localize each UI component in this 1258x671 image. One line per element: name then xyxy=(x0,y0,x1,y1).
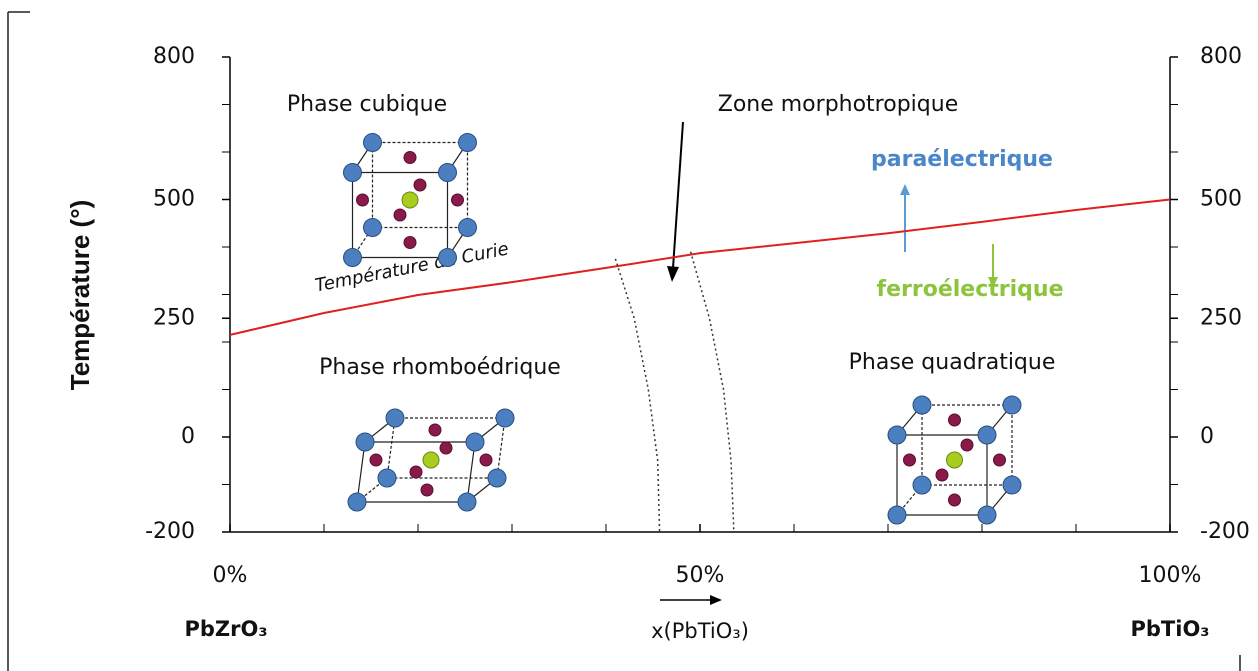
corner-atom xyxy=(488,469,506,487)
y2-tick-label: 250 xyxy=(1200,305,1242,330)
y2-tick-label: 500 xyxy=(1200,187,1242,212)
corner-atom xyxy=(1003,476,1021,494)
annotation: ferroélectrique xyxy=(877,277,1064,302)
y-tick-label: 800 xyxy=(153,44,195,69)
y2-tick-label: 0 xyxy=(1200,424,1214,449)
oxygen-atom xyxy=(357,194,369,206)
oxygen-atom xyxy=(414,179,426,191)
corner-atom xyxy=(344,164,362,182)
x-right-label: PbTiO₃ xyxy=(1131,617,1210,641)
zone-arrow xyxy=(673,122,683,268)
corner-atom xyxy=(356,433,374,451)
corner-atom xyxy=(913,396,931,414)
center-atom xyxy=(423,452,439,468)
y-tick-label: 500 xyxy=(153,187,195,212)
phase-boundary xyxy=(615,259,659,532)
annotation: Phase rhomboédrique xyxy=(319,355,561,380)
oxygen-atom xyxy=(394,209,406,221)
x-tick-label: 0% xyxy=(213,563,248,588)
oxygen-atom xyxy=(936,469,948,481)
x-tick-label: 100% xyxy=(1139,563,1202,588)
y-tick-label: 250 xyxy=(153,305,195,330)
y-axis-title: Température (°) xyxy=(65,200,95,391)
corner-atom xyxy=(439,164,457,182)
y2-tick-label: -200 xyxy=(1200,519,1250,544)
oxygen-atom xyxy=(949,414,961,426)
center-atom xyxy=(402,192,418,208)
y-tick-label: 0 xyxy=(181,424,195,449)
annotation: paraélectrique xyxy=(871,147,1053,172)
x-axis-title: x(PbTiO₃) xyxy=(651,619,749,643)
oxygen-atom xyxy=(421,484,433,496)
center-atom xyxy=(947,452,963,468)
corner-atom xyxy=(888,506,906,524)
corner-atom xyxy=(888,426,906,444)
annotation: Zone morphotropique xyxy=(718,92,958,117)
zone-arrowhead xyxy=(667,266,679,282)
phase-boundary xyxy=(691,252,734,532)
x-left-label: PbZrO₃ xyxy=(184,617,267,641)
oxygen-atom xyxy=(440,442,452,454)
corner-atom xyxy=(1003,396,1021,414)
corner-atom xyxy=(913,476,931,494)
oxygen-atom xyxy=(994,454,1006,466)
oxygen-atom xyxy=(429,424,441,436)
x-direction-arrowhead xyxy=(710,595,722,605)
corner-atom xyxy=(386,409,404,427)
corner-atom xyxy=(378,469,396,487)
oxygen-atom xyxy=(480,454,492,466)
corner-atom xyxy=(439,249,457,267)
corner-atom xyxy=(459,219,477,237)
oxygen-atom xyxy=(452,194,464,206)
corner-atom xyxy=(344,249,362,267)
oxygen-atom xyxy=(961,439,973,451)
corner-atom xyxy=(364,134,382,152)
corner-atom xyxy=(348,493,366,511)
corner-atom xyxy=(364,219,382,237)
corner-atom xyxy=(458,493,476,511)
oxygen-atom xyxy=(404,152,416,164)
oxygen-atom xyxy=(949,494,961,506)
chart: Température (°) PbZrO₃ x(PbTiO₃) PbTiO₃ … xyxy=(0,0,1258,671)
y-tick-label: -200 xyxy=(145,519,195,544)
annotation: Phase cubique xyxy=(287,92,447,117)
oxygen-atom xyxy=(904,454,916,466)
corner-atom xyxy=(978,426,996,444)
oxygen-atom xyxy=(410,466,422,478)
oxygen-atom xyxy=(370,454,382,466)
corner-atom xyxy=(496,409,514,427)
corner-atom xyxy=(466,433,484,451)
y2-tick-label: 800 xyxy=(1200,44,1242,69)
crystal-icons xyxy=(344,134,1022,525)
x-tick-label: 50% xyxy=(676,563,725,588)
corner-atom xyxy=(459,134,477,152)
corner-atom xyxy=(978,506,996,524)
annotation: Phase quadratique xyxy=(849,350,1056,375)
para-arrowhead xyxy=(900,184,910,195)
oxygen-atom xyxy=(404,237,416,249)
